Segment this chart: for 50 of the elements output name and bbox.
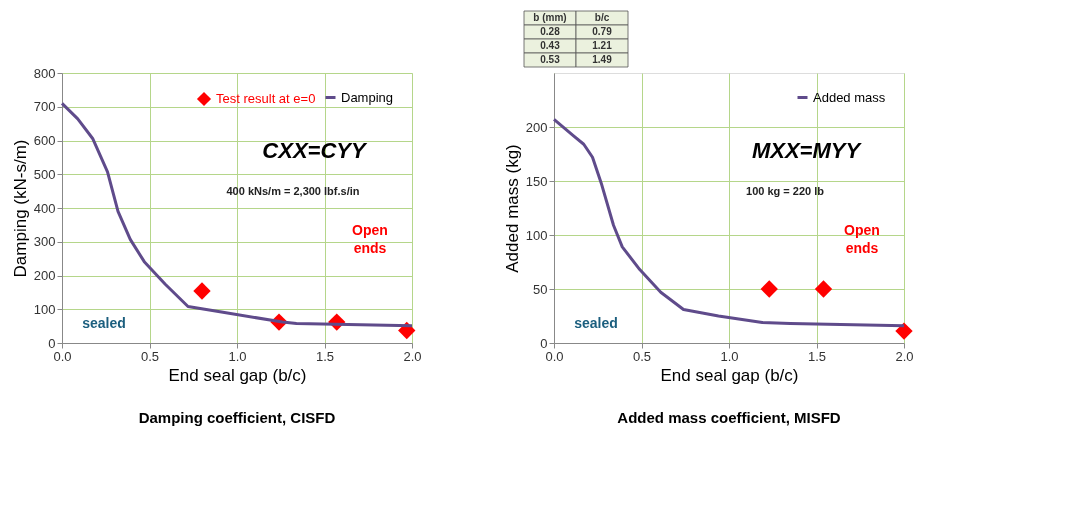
y-axis-title: Added mass (kg) [502, 144, 522, 273]
x-tick-label: 2.0 [403, 348, 422, 364]
y-tick-label: 200 [33, 268, 56, 283]
y-tick-label: 100 [33, 301, 56, 317]
point [193, 282, 211, 300]
annotation: sealed [82, 315, 126, 332]
text: 0.28 [540, 26, 561, 37]
y-tick-label: 400 [33, 200, 56, 216]
x-tick-label: 2.0 [895, 348, 914, 364]
legend-label: Test result at e=0 [216, 91, 316, 106]
annotation: MXX=MYY [751, 138, 863, 164]
annotation: sealed [574, 315, 618, 332]
annotation: Open ends [844, 222, 880, 257]
annotation: CXX=CYY [262, 138, 368, 164]
x-tick-label: 0.0 [53, 348, 72, 364]
x-tick-label: 0.0 [545, 348, 564, 364]
y-tick-label: 600 [33, 133, 56, 148]
y-tick-label: 100 [525, 227, 548, 243]
text: Added mass coefficient, MISFD [617, 409, 841, 426]
x-tick-label: 1.0 [228, 348, 247, 364]
y-tick-label: 700 [33, 99, 56, 115]
text: b (mm) [533, 12, 567, 23]
text: 1.49 [592, 54, 613, 65]
y-tick-label: 50 [533, 281, 548, 297]
y-tick-label: 0 [540, 335, 548, 351]
y-tick-label: 200 [525, 119, 548, 135]
x-axis-title: End seal gap (b/c) [660, 365, 799, 385]
text: 0.43 [540, 40, 561, 51]
text: 0.53 [540, 54, 561, 65]
legend-label: Damping [341, 89, 394, 105]
x-tick-label: 1.5 [315, 348, 335, 364]
annotation: 100 kg = 220 lb [746, 184, 825, 197]
x-tick-label: 0.5 [140, 348, 160, 364]
text: 1.21 [592, 40, 613, 51]
annotation: 400 kNs/m = 2,300 lbf.s/in [226, 184, 360, 197]
y-tick-label: 500 [33, 166, 56, 182]
text: b/c [594, 12, 610, 23]
y-tick-label: 300 [33, 234, 56, 250]
y-tick-label: 150 [525, 173, 548, 189]
text: 0.79 [592, 26, 613, 37]
annotation: Open ends [352, 222, 388, 257]
x-axis-title: End seal gap (b/c) [168, 365, 307, 385]
legend-label: Added mass [813, 89, 886, 105]
text: Damping coefficient, CISFD [138, 409, 336, 426]
y-tick-label: 0 [48, 335, 56, 351]
y-tick-label: 800 [33, 65, 56, 81]
x-tick-label: 1.5 [807, 348, 827, 364]
x-tick-label: 0.5 [632, 348, 652, 364]
x-tick-label: 1.0 [720, 348, 739, 364]
y-axis-title: Damping (kN-s/m) [10, 139, 30, 278]
